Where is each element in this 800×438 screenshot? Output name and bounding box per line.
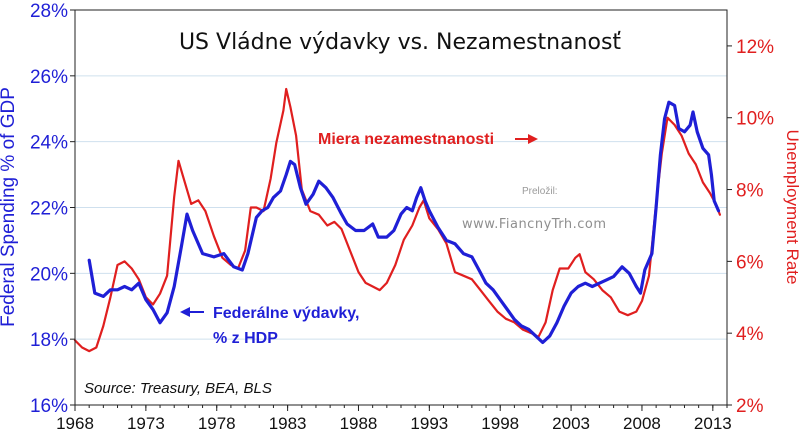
website-watermark: www.FiancnyTrh.com: [462, 217, 607, 232]
unemployment-arrow: [515, 134, 538, 144]
x-tick-label: 1973: [127, 414, 165, 433]
left-axis-label: Federal Spending % of GDP: [0, 87, 19, 327]
left-tick-label: 20%: [30, 264, 68, 285]
right-tick-label: 12%: [736, 37, 774, 58]
left-tick-label: 28%: [30, 1, 68, 22]
left-tick-label: 26%: [30, 67, 68, 88]
spending-annotation-line1: Federálne výdavky,: [213, 305, 359, 322]
spending-annotation-line2: % z HDP: [213, 330, 278, 347]
gridlines: [75, 75, 727, 340]
left-axis-ticks: 16% 18% 20% 22% 24% 26% 28%: [30, 1, 75, 417]
chart-title: US Vládne výdavky vs. Nezamestnanosť: [179, 30, 621, 55]
right-tick-label: 4%: [736, 324, 764, 345]
x-tick-label: 1978: [198, 414, 236, 433]
x-axis-ticks: 1968 1973 1978 1983 1988 1993 1998 2003 2008 2013: [56, 405, 732, 433]
left-tick-label: 18%: [30, 330, 68, 351]
right-tick-label: 6%: [736, 252, 764, 273]
right-tick-label: 2%: [736, 396, 764, 417]
left-tick-label: 24%: [30, 133, 68, 154]
spending-arrow: [180, 307, 204, 317]
x-tick-label: 2013: [694, 414, 732, 433]
x-tick-label: 2008: [623, 414, 661, 433]
left-tick-label: 22%: [30, 199, 68, 220]
right-axis-ticks: 2% 4% 6% 8% 10% 12%: [727, 37, 774, 417]
series-layer: [73, 87, 721, 353]
x-tick-label: 1993: [410, 414, 448, 433]
left-tick-label: 16%: [30, 396, 68, 417]
x-tick-label: 2003: [552, 414, 590, 433]
x-tick-label: 1983: [269, 414, 307, 433]
x-tick-label: 1988: [340, 414, 378, 433]
x-tick-label: 1968: [56, 414, 94, 433]
unemployment-rate-line: [73, 87, 721, 353]
unemployment-annotation: Miera nezamestnanosti: [318, 131, 494, 148]
right-tick-label: 8%: [736, 181, 764, 202]
x-tick-label: 1998: [481, 414, 519, 433]
source-note: Source: Treasury, BEA, BLS: [84, 380, 272, 397]
right-tick-label: 10%: [736, 109, 774, 130]
federal-spending-line: [87, 100, 721, 345]
translator-credit: Preložil:: [522, 186, 558, 197]
right-axis-label: Unemployment Rate: [783, 130, 800, 285]
